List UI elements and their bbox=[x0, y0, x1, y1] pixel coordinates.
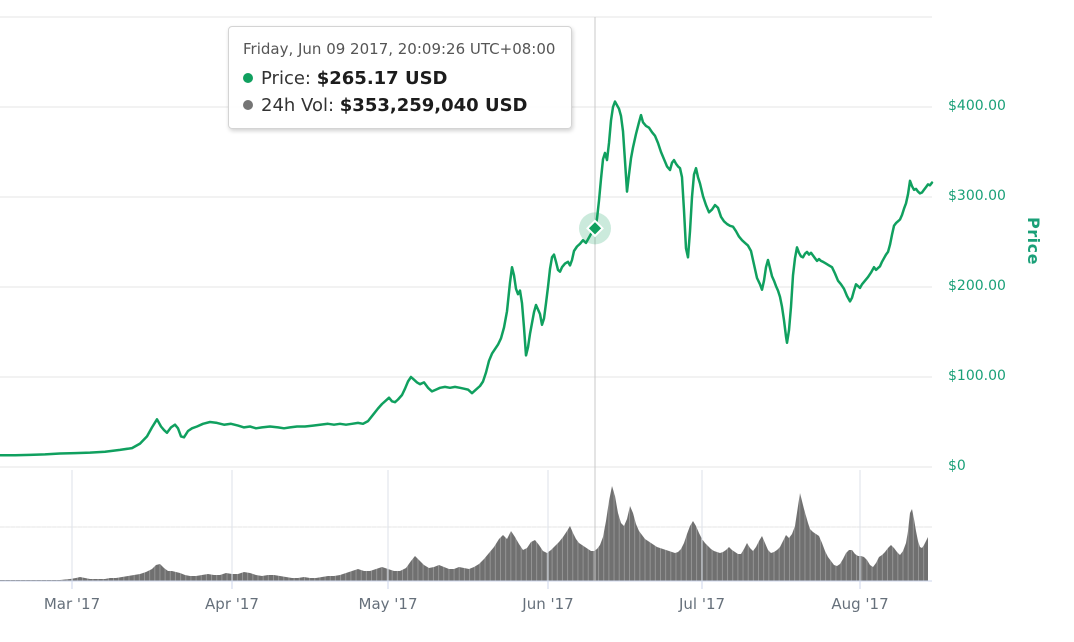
tooltip-date: Friday, Jun 09 2017, 20:09:26 UTC+08:00 bbox=[243, 40, 556, 58]
tooltip-volume-value: $353,259,040 USD bbox=[339, 95, 528, 116]
y-axis-label-200: $200.00 bbox=[948, 278, 1006, 294]
x-axis-label-aug: Aug '17 bbox=[831, 595, 889, 613]
tooltip-price-row: Price: $265.17 USD bbox=[243, 65, 557, 92]
y-axis-label-0: $0 bbox=[948, 458, 966, 474]
y-axis-title: Price bbox=[1024, 217, 1043, 265]
volume-series-dot-icon bbox=[243, 100, 253, 110]
x-axis-label-may: May '17 bbox=[358, 595, 418, 613]
price-series-dot-icon bbox=[243, 73, 253, 83]
chart-tooltip: Friday, Jun 09 2017, 20:09:26 UTC+08:00 … bbox=[228, 26, 572, 129]
y-axis-label-300: $300.00 bbox=[948, 188, 1006, 204]
x-axis-label-mar: Mar '17 bbox=[43, 595, 101, 613]
tooltip-volume-row: 24h Vol: $353,259,040 USD bbox=[243, 92, 557, 119]
tooltip-price-label: Price: bbox=[261, 68, 311, 89]
y-axis-label-100: $100.00 bbox=[948, 368, 1006, 384]
x-axis-label-apr: Apr '17 bbox=[205, 595, 259, 613]
x-axis-label-jul: Jul '17 bbox=[678, 595, 726, 613]
tooltip-volume-label: 24h Vol: bbox=[261, 95, 335, 116]
tooltip-price-value: $265.17 USD bbox=[316, 68, 448, 89]
x-axis-label-jun: Jun '17 bbox=[522, 595, 574, 613]
y-axis-label-400: $400.00 bbox=[948, 98, 1006, 114]
